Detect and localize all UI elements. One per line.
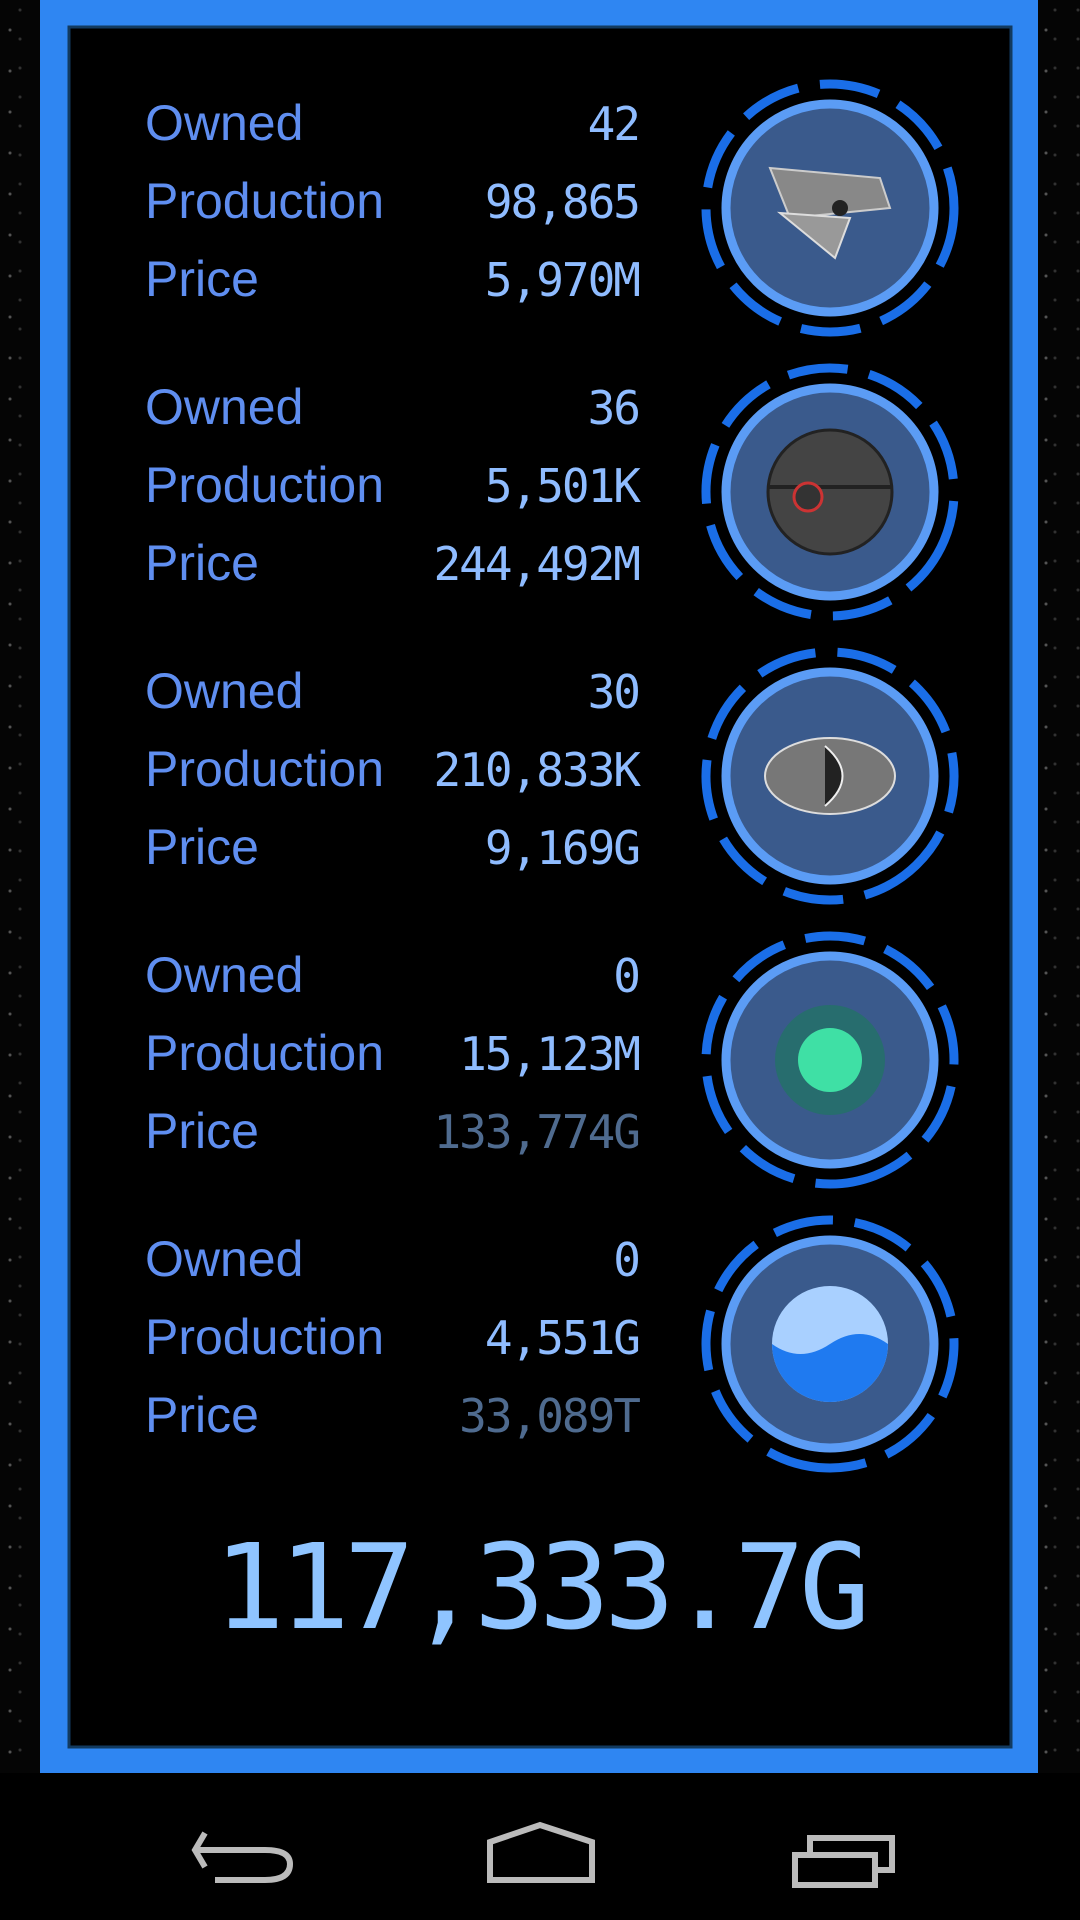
- label-production: Production: [145, 1309, 384, 1365]
- item-button[interactable]: [701, 1215, 959, 1473]
- label-owned: Owned: [145, 947, 303, 1003]
- value-price: 133,774G: [433, 1105, 639, 1159]
- label-production: Production: [145, 741, 384, 797]
- nav-bar: [0, 1773, 1080, 1920]
- label-owned: Owned: [145, 379, 303, 435]
- button-ring: [701, 647, 959, 905]
- button-ring: [701, 363, 959, 621]
- label-production: Production: [145, 457, 384, 513]
- button-ring: [701, 79, 959, 337]
- item-row: Owned 42 Production 98,865 Price 5,970M: [145, 79, 959, 337]
- value-price: 33,089T: [459, 1389, 640, 1443]
- item-row: Owned 0 Production 15,123M Price 133,774G: [145, 900, 990, 1220]
- item-button[interactable]: [670, 900, 990, 1220]
- label-production: Production: [145, 173, 384, 229]
- label-owned: Owned: [145, 663, 303, 719]
- label-production: Production: [145, 1025, 384, 1081]
- value-owned: 42: [588, 97, 639, 151]
- item-button[interactable]: [655, 601, 1006, 952]
- value-price: 5,970M: [485, 253, 639, 307]
- label-price: Price: [145, 251, 259, 307]
- item-row: Owned 36 Production 5,501K Price 244,492M: [145, 329, 992, 654]
- value-production: 15,123M: [459, 1027, 639, 1081]
- nav-icons: [191, 1821, 895, 1888]
- ship-wing: [768, 166, 892, 220]
- value-owned: 0: [613, 1233, 639, 1287]
- label-owned: Owned: [145, 1231, 303, 1287]
- fish-mouth: [824, 745, 844, 807]
- station: [766, 428, 894, 556]
- total-currency: 117,333.7G: [214, 1518, 864, 1656]
- burst-core: [798, 1028, 862, 1092]
- label-price: Price: [145, 1387, 259, 1443]
- value-price: 244,492M: [433, 537, 639, 591]
- item-button[interactable]: [667, 329, 992, 654]
- label-price: Price: [145, 819, 259, 875]
- back-button[interactable]: [191, 1831, 294, 1883]
- ship-wing: [776, 211, 852, 260]
- value-production: 210,833K: [433, 743, 641, 797]
- value-production: 98,865: [485, 175, 639, 229]
- wave-dark: [772, 1334, 888, 1402]
- label-price: Price: [145, 535, 259, 591]
- label-price: Price: [145, 1103, 259, 1159]
- button-ring: [701, 931, 959, 1189]
- item-button[interactable]: [701, 79, 959, 337]
- value-price: 9,169G: [485, 821, 639, 875]
- value-production: 4,551G: [485, 1311, 639, 1365]
- item-row: Owned 30 Production 210,833K Price 9,169G: [145, 601, 1006, 952]
- value-production: 5,501K: [485, 459, 641, 513]
- recents-button[interactable]: [792, 1835, 895, 1888]
- station-dish: [792, 481, 824, 513]
- value-owned: 30: [588, 665, 639, 719]
- ship-cockpit: [832, 200, 848, 216]
- label-owned: Owned: [145, 95, 303, 151]
- value-owned: 36: [588, 381, 639, 435]
- button-ring: [701, 1215, 959, 1473]
- home-button[interactable]: [487, 1821, 595, 1883]
- item-row: Owned 0 Production 4,551G Price 33,089T: [145, 1215, 959, 1473]
- value-owned: 0: [613, 949, 639, 1003]
